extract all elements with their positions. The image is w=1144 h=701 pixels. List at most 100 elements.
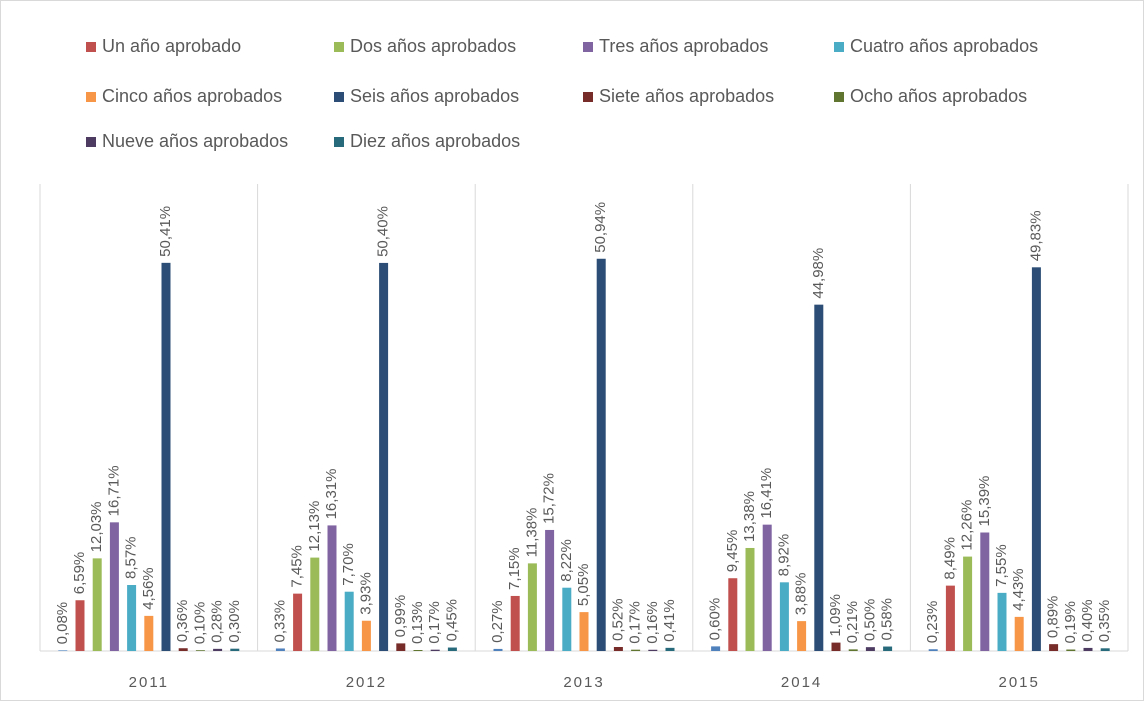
legend-label: Tres años aprobados (599, 36, 768, 56)
bar (361, 620, 371, 651)
value-label: 0,10% (191, 602, 208, 645)
value-label: 0,36% (174, 600, 191, 643)
value-label: 0,23% (924, 601, 941, 644)
value-label: 7,55% (993, 544, 1010, 587)
legend-swatch (834, 92, 844, 102)
legend-label: Cuatro años aprobados (850, 36, 1038, 56)
bar (797, 621, 807, 651)
value-label: 3,93% (357, 572, 374, 615)
bar (1031, 267, 1041, 651)
bar (275, 648, 285, 651)
value-label: 0,13% (409, 601, 426, 644)
legend-swatch (334, 42, 344, 52)
x-tick-label: 2011 (129, 674, 169, 691)
value-label: 15,39% (976, 476, 993, 527)
value-label: 0,45% (443, 599, 460, 642)
bar (762, 524, 772, 651)
bar (195, 650, 205, 651)
bar (665, 647, 675, 651)
bar (728, 578, 738, 651)
bar (745, 547, 755, 651)
bar (178, 648, 188, 651)
bar (814, 304, 824, 651)
value-label: 12,13% (306, 501, 323, 552)
legend-label: Nueve años aprobados (102, 131, 288, 151)
bar (379, 262, 389, 651)
legend-swatch (583, 42, 593, 52)
value-label: 0,60% (707, 598, 724, 641)
legend-label: Cinco años aprobados (102, 86, 282, 106)
bar (980, 532, 990, 651)
legend-label: Diez años aprobados (350, 131, 520, 151)
value-label: 44,98% (810, 248, 827, 299)
bar (963, 556, 973, 651)
bar (865, 647, 875, 651)
bar (109, 522, 119, 651)
legend-label: Siete años aprobados (599, 86, 774, 106)
legend-swatch (583, 92, 593, 102)
legend-label: Seis años aprobados (350, 86, 519, 106)
value-label: 0,28% (209, 600, 226, 643)
value-label: 0,50% (861, 599, 878, 642)
bar (831, 642, 841, 651)
bar (945, 585, 955, 651)
bar (1049, 644, 1059, 651)
x-tick-label: 2014 (781, 674, 822, 691)
value-label: 5,05% (575, 564, 592, 607)
legend-label: Ocho años aprobados (850, 86, 1027, 106)
bar (327, 525, 337, 651)
bar (1066, 649, 1076, 651)
bar (58, 650, 68, 651)
value-label: 0,89% (1045, 596, 1062, 639)
value-label: 15,72% (541, 473, 558, 524)
bar (579, 612, 589, 651)
bar (613, 646, 623, 651)
value-label: 0,17% (627, 601, 644, 644)
bar (1100, 648, 1110, 651)
legend-label: Dos años aprobados (350, 36, 516, 56)
value-label: 0,40% (1079, 599, 1096, 642)
bar (144, 615, 154, 651)
bar (562, 587, 572, 651)
bar (92, 558, 102, 651)
legend-swatch (334, 137, 344, 147)
value-label: 8,22% (558, 539, 575, 582)
bar (711, 646, 721, 651)
bar (310, 557, 320, 651)
value-label: 0,52% (609, 598, 626, 641)
value-label: 6,59% (71, 552, 88, 595)
bar (631, 649, 641, 651)
value-label: 0,99% (392, 595, 409, 638)
bar (545, 529, 555, 651)
value-label: 0,41% (661, 599, 678, 642)
value-label: 0,33% (271, 600, 288, 643)
value-label: 1,09% (827, 594, 844, 637)
legend-swatch (86, 137, 96, 147)
value-label: 0,30% (226, 600, 243, 643)
bar (293, 593, 303, 651)
value-label: 0,08% (54, 602, 71, 645)
bar (430, 649, 440, 651)
value-label: 16,41% (758, 468, 775, 519)
bar (230, 648, 240, 651)
bar (127, 585, 137, 651)
bar (848, 649, 858, 651)
value-label: 0,21% (844, 601, 861, 644)
value-label: 7,70% (340, 543, 357, 586)
bar (75, 600, 85, 651)
bar (596, 258, 606, 651)
value-label: 50,41% (157, 206, 174, 257)
legend-swatch (86, 92, 96, 102)
x-tick-label: 2013 (563, 674, 604, 691)
value-label: 8,49% (941, 537, 958, 580)
value-label: 0,58% (879, 598, 896, 641)
value-label: 0,27% (489, 600, 506, 643)
value-label: 12,26% (959, 500, 976, 551)
legend-swatch (834, 42, 844, 52)
value-label: 4,43% (1010, 568, 1027, 611)
value-label: 0,17% (426, 601, 443, 644)
value-label: 0,19% (1062, 601, 1079, 644)
bar (648, 649, 658, 651)
legend-swatch (334, 92, 344, 102)
